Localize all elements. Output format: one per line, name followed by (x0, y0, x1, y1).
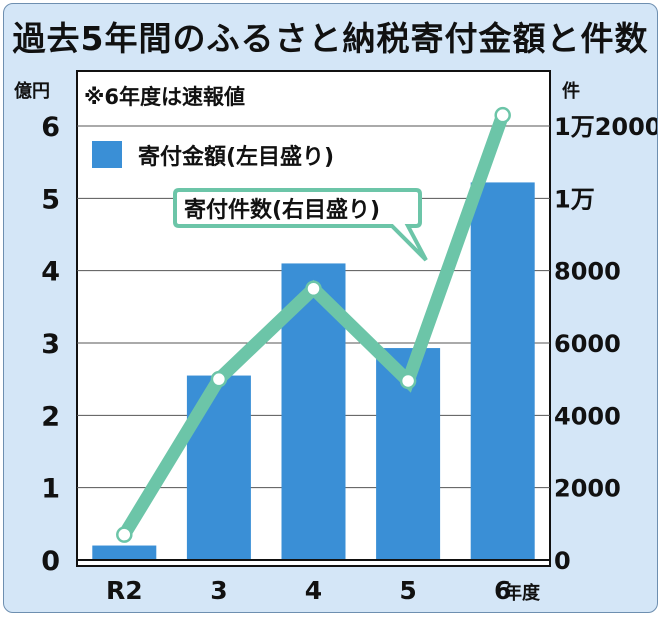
x-tick-label: R2 (106, 576, 143, 605)
bar (186, 375, 251, 560)
left-axis-ticks: 0 1 2 3 4 5 6 (41, 112, 60, 577)
left-tick-label: 5 (41, 184, 60, 215)
left-tick-label: 4 (41, 257, 60, 288)
right-axis-ticks: 0 2000 4000 6000 8000 1万 1万2000 (554, 113, 658, 575)
right-tick-label: 2000 (554, 475, 621, 503)
line-point (399, 372, 417, 390)
x-axis-unit: 年度 (504, 582, 541, 604)
left-axis-unit: 億円 (14, 80, 50, 102)
legend-line-callout: 寄付件数(右目盛り) (173, 188, 428, 262)
chart-svg: 0 1 2 3 4 5 6 0 2000 4000 6000 8000 1万 1万2000 R2 3 4 5 6… (14, 70, 658, 605)
left-tick-label: 0 (41, 546, 60, 577)
left-tick-label: 2 (41, 401, 60, 432)
right-tick-label: 6000 (554, 330, 621, 358)
line-point (494, 106, 511, 124)
x-tick-label: 3 (210, 576, 227, 605)
left-tick-label: 6 (41, 112, 60, 143)
right-tick-label: 0 (554, 547, 571, 575)
right-tick-label: 8000 (554, 258, 621, 286)
x-tick-label: 5 (399, 576, 416, 605)
line-point (210, 370, 228, 388)
right-tick-label: 1万2000 (554, 113, 658, 141)
bar (470, 182, 535, 561)
left-tick-label: 3 (41, 329, 60, 360)
chart-title: 過去5年間のふるさと納税寄付金額と件数 (12, 19, 649, 58)
x-tick-label: 4 (305, 576, 322, 605)
legend-bar-label: 寄付金額(左目盛り) (138, 144, 334, 170)
line-series (116, 106, 511, 543)
note-text: ※6年度は速報値 (84, 85, 245, 109)
legend-bar: 寄付金額(左目盛り) (92, 141, 334, 170)
line-point (116, 526, 133, 543)
line-point (305, 280, 322, 297)
right-axis-unit: 件 (562, 80, 580, 102)
callout-bubble (173, 188, 428, 262)
left-tick-label: 1 (41, 474, 60, 505)
x-axis-ticks: R2 3 4 5 6 (106, 576, 511, 605)
right-tick-label: 1万 (554, 185, 595, 213)
legend-bar-swatch (92, 141, 122, 168)
x-tick-label: 6 (494, 576, 511, 605)
bar (92, 545, 157, 560)
chart-frame: 過去5年間のふるさと納税寄付金額と件数 0 1 2 3 4 5 6 0 2000 4000 600… (3, 3, 658, 613)
legend-line-label: 寄付件数(右目盛り) (184, 197, 380, 223)
right-tick-label: 4000 (554, 402, 621, 430)
